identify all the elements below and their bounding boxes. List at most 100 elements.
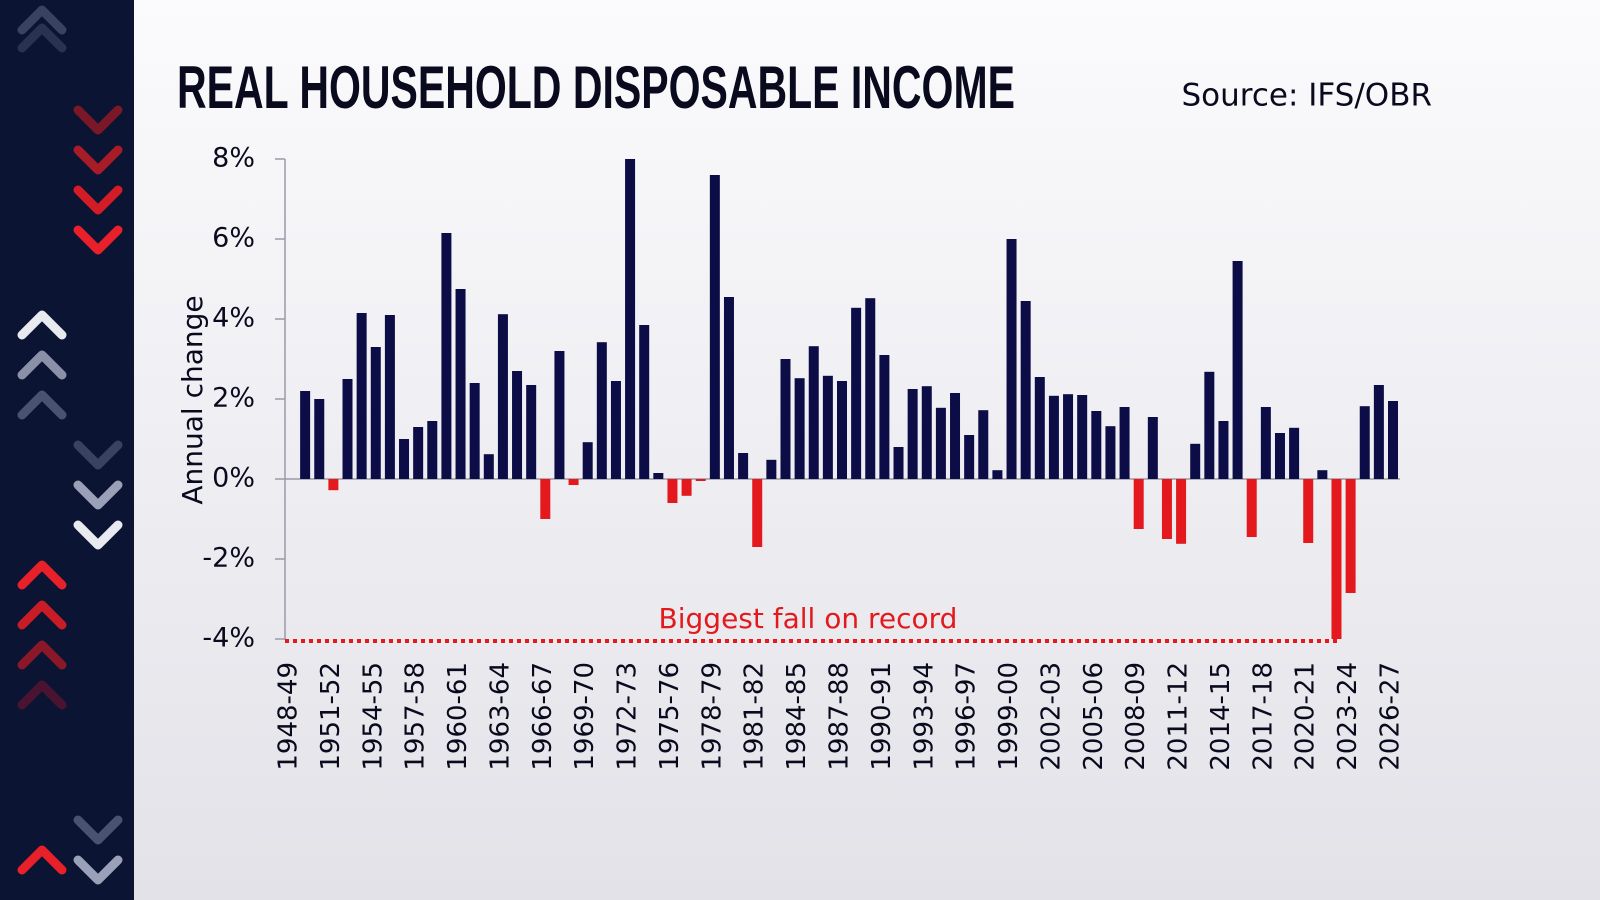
bar	[300, 391, 311, 479]
x-tick-label: 2011-12	[1164, 662, 1194, 771]
x-tick-label: 1996-97	[952, 662, 982, 771]
bar	[399, 439, 410, 479]
x-tick-label: 1978-79	[697, 662, 727, 771]
bar	[1063, 394, 1074, 479]
x-tick-label: 2002-03	[1036, 662, 1066, 771]
y-tick-label: 8%	[212, 143, 255, 174]
x-tick-label: 1948-49	[274, 662, 304, 771]
bar	[610, 381, 621, 479]
x-tick-label: 1954-55	[358, 662, 388, 771]
bar	[964, 435, 975, 479]
bar	[1048, 395, 1059, 479]
bar	[1218, 421, 1229, 479]
bar	[1006, 239, 1017, 479]
x-tick-label: 2026-27	[1376, 662, 1406, 771]
bar	[907, 389, 918, 479]
bar	[695, 479, 706, 481]
bar	[1260, 407, 1271, 479]
bar	[1077, 395, 1088, 479]
bar	[384, 315, 395, 479]
bar	[1133, 479, 1144, 529]
bar	[893, 447, 904, 479]
bar	[1388, 401, 1398, 479]
bar	[1289, 427, 1300, 479]
bar	[427, 421, 438, 479]
bar	[540, 479, 551, 519]
bar	[512, 371, 523, 479]
bar	[554, 351, 565, 479]
bar	[1034, 377, 1045, 479]
x-tick-label: 1975-76	[655, 662, 685, 771]
y-tick-label: -2%	[202, 543, 255, 574]
x-tick-label: 2014-15	[1206, 662, 1236, 771]
bar	[1303, 479, 1314, 543]
decor-chevrons	[17, 5, 123, 885]
bar	[441, 233, 452, 479]
x-tick-label: 1969-70	[570, 662, 600, 771]
bar	[1373, 385, 1384, 479]
bar	[1204, 371, 1215, 479]
bar	[935, 407, 946, 479]
bar	[413, 427, 424, 479]
bar	[1190, 443, 1201, 479]
x-tick-label: 2017-18	[1248, 662, 1278, 771]
bar	[865, 298, 876, 479]
bar	[822, 375, 833, 479]
x-tick-label: 1960-61	[443, 662, 473, 771]
bar	[1161, 479, 1172, 539]
bar	[879, 355, 890, 479]
bar	[808, 346, 819, 479]
x-tick-label: 1957-58	[401, 662, 431, 771]
bar	[469, 383, 480, 479]
x-tick-label: 1972-73	[613, 662, 643, 771]
bar	[1317, 470, 1328, 479]
bar	[766, 459, 777, 479]
bar	[780, 359, 791, 479]
bar	[837, 381, 847, 479]
bar	[1020, 301, 1031, 479]
source-note: Source: IFS/OBR	[1181, 78, 1432, 114]
x-tick-label: 2020-21	[1291, 662, 1321, 771]
bar	[1147, 417, 1158, 479]
bar	[1232, 261, 1243, 479]
x-tick-label: 2005-06	[1079, 662, 1109, 771]
bar	[851, 307, 862, 479]
bar	[667, 479, 678, 503]
bar	[738, 453, 749, 479]
bar	[794, 378, 805, 479]
bar	[978, 410, 989, 479]
bar	[1246, 479, 1257, 537]
bar	[653, 473, 664, 479]
bar	[314, 399, 325, 479]
bar	[992, 470, 1003, 479]
bar	[455, 289, 466, 479]
bar	[723, 297, 734, 479]
y-tick-label: -4%	[202, 623, 255, 654]
x-tick-label: 1984-85	[782, 662, 812, 771]
bar	[1345, 479, 1356, 593]
bar	[1091, 411, 1102, 479]
y-tick-label: 2%	[212, 383, 255, 414]
bar	[709, 175, 720, 479]
y-tick-label: 0%	[212, 463, 255, 494]
bar	[1105, 426, 1116, 479]
y-axis-label: Annual change	[176, 295, 209, 504]
annotation-text: Biggest fall on record	[659, 602, 958, 635]
bar	[921, 386, 932, 479]
x-tick-label: 2008-09	[1121, 662, 1151, 771]
x-tick-label: 1966-67	[528, 662, 558, 771]
bar	[526, 385, 537, 479]
bar	[950, 393, 961, 479]
bar	[328, 479, 339, 491]
bar	[596, 342, 607, 479]
bar	[1176, 479, 1187, 544]
x-tick-label: 1999-00	[994, 662, 1024, 771]
bar	[1119, 407, 1130, 479]
bar	[1331, 479, 1342, 639]
x-tick-label: 1963-64	[485, 662, 515, 771]
bar	[681, 479, 692, 496]
bar	[568, 479, 579, 485]
y-tick-label: 6%	[212, 223, 255, 254]
chart-title: REAL HOUSEHOLD DISPOSABLE INCOME	[177, 54, 1015, 121]
